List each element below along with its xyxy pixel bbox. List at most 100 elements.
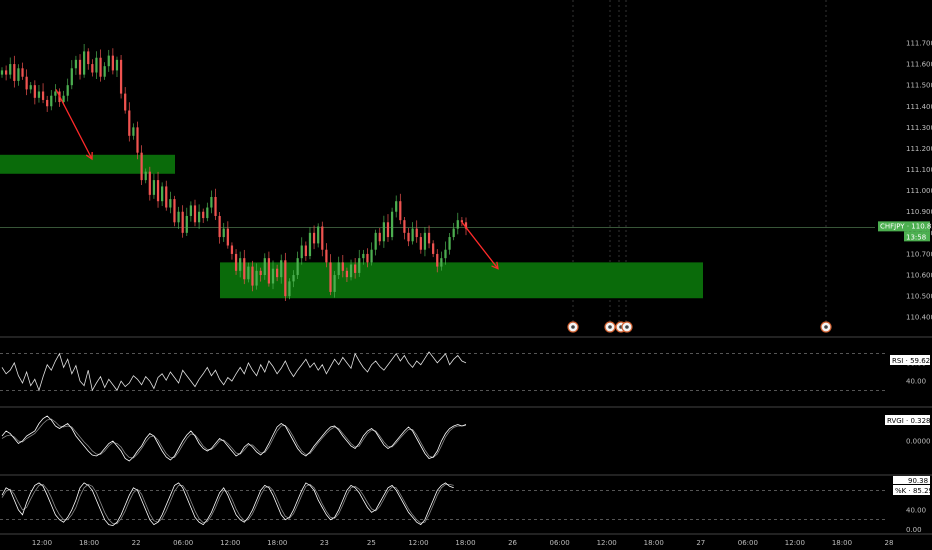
candle-body xyxy=(436,253,439,267)
candle-body xyxy=(140,152,143,181)
svg-text:CHFJPY · 110.826: CHFJPY · 110.826 xyxy=(880,222,932,230)
candle-body xyxy=(403,220,406,233)
candle-body xyxy=(432,243,435,254)
price-tick-label: 111.500 xyxy=(906,82,932,90)
candle-body xyxy=(152,180,156,195)
event-marker[interactable] xyxy=(621,321,633,333)
candle-body xyxy=(358,258,361,273)
candle-body xyxy=(83,51,86,75)
stoch-value-tag: %K · 85.29 xyxy=(893,485,932,495)
arrow-1 xyxy=(55,89,93,160)
stochastic-panel[interactable]: 80.0040.000.00 90.38 %K · 85.29 xyxy=(0,476,932,534)
rsi-name: RSI xyxy=(892,357,903,365)
candle-body xyxy=(370,249,373,263)
time-tick-label: 12:00 xyxy=(32,539,52,547)
arrow-2 xyxy=(461,221,499,270)
candle-body xyxy=(452,228,455,238)
candle-body xyxy=(337,262,340,276)
candle-body xyxy=(411,228,414,242)
candle-body xyxy=(464,222,468,229)
candle-body xyxy=(456,220,459,229)
event-markers[interactable] xyxy=(567,321,832,333)
stoch-signal-tag: 90.38 xyxy=(893,476,930,485)
stochastic-k-line xyxy=(1,482,454,527)
time-tick-label: 26 xyxy=(508,539,517,547)
price-panel[interactable]: 111.700 111.600 111.500 111.400 111.300 111.2… xyxy=(0,0,932,333)
event-marker[interactable] xyxy=(567,321,579,333)
price-tick-label: 110.400 xyxy=(906,314,932,322)
rsi-tick-label: 40.00 xyxy=(906,378,926,386)
event-marker[interactable] xyxy=(820,321,832,333)
stoch-value: 85.29 xyxy=(913,487,932,495)
candle-body xyxy=(448,237,451,250)
event-marker[interactable] xyxy=(604,321,616,333)
candle-body xyxy=(275,268,279,278)
event-marker-dot xyxy=(571,325,575,329)
rvgi-axis: 0.0000 xyxy=(906,438,931,446)
candle-body xyxy=(210,196,213,208)
candle-body xyxy=(54,91,57,96)
candle-body xyxy=(189,205,193,216)
time-tick-label: 06:00 xyxy=(173,539,193,547)
candle-body xyxy=(33,85,36,98)
candle-body xyxy=(271,268,275,284)
candle-body xyxy=(136,127,139,153)
candle-body xyxy=(41,91,45,100)
time-tick-label: 27 xyxy=(696,539,705,547)
candle-body xyxy=(165,186,168,208)
candle-body xyxy=(230,245,234,254)
candle-body xyxy=(4,70,8,75)
candle-body xyxy=(234,253,238,271)
candle-body xyxy=(29,85,32,90)
symbol-price-tag: CHFJPY · 110.826 13:58 xyxy=(878,221,932,242)
arrow-head xyxy=(85,151,93,161)
candle-body xyxy=(78,59,82,75)
candle-body xyxy=(382,222,385,242)
candle-body xyxy=(17,68,20,81)
candle-body xyxy=(292,275,295,282)
candle-body xyxy=(226,228,229,246)
candle-body xyxy=(321,226,324,250)
price-tick-label: 111.400 xyxy=(906,103,932,111)
time-tick-label: 12:00 xyxy=(785,539,805,547)
last-price: 110.826 xyxy=(911,222,932,230)
candle-body xyxy=(460,220,464,223)
price-tick-label: 111.200 xyxy=(906,145,932,153)
candle-body xyxy=(280,260,283,278)
time-tick-label: 18:00 xyxy=(267,539,287,547)
candle-body xyxy=(325,249,328,263)
rvgi-panel[interactable]: 0.0000 RVGI · 0.3283 xyxy=(1,415,932,462)
rvgi-line xyxy=(1,415,467,462)
time-tick-label: 25 xyxy=(367,539,376,547)
rvgi-signal-line xyxy=(1,418,467,459)
time-tick-label: 12:00 xyxy=(597,539,617,547)
candle-body xyxy=(345,270,349,278)
candle-body xyxy=(115,59,119,71)
candle-body xyxy=(427,232,431,244)
candle-body xyxy=(378,232,381,242)
candle-body xyxy=(267,258,271,284)
rvgi-name: RVGI xyxy=(887,417,904,425)
rsi-panel[interactable]: 60.0040.00 RSI · 59.62 xyxy=(0,351,930,392)
candle-body xyxy=(25,76,28,90)
time-tick-label: 22 xyxy=(132,539,141,547)
candle-body xyxy=(132,127,135,136)
candle-body xyxy=(349,264,353,278)
price-tick-label: 111.600 xyxy=(906,61,932,69)
candle-body xyxy=(46,99,49,107)
stoch-name: %K xyxy=(895,487,907,495)
zone-2 xyxy=(220,262,703,299)
price-tick-label: 110.900 xyxy=(906,208,932,216)
candle-body xyxy=(0,70,4,75)
time-tick-label: 18:00 xyxy=(644,539,664,547)
candle-body xyxy=(440,258,443,267)
candle-body xyxy=(169,199,172,208)
candle-body xyxy=(70,68,73,86)
candle-body xyxy=(243,258,246,280)
candle-body xyxy=(296,258,299,276)
candle-body xyxy=(202,211,205,219)
candle-body xyxy=(218,215,221,238)
time-tick-label: 06:00 xyxy=(738,539,758,547)
time-tick-label: 12:00 xyxy=(220,539,240,547)
